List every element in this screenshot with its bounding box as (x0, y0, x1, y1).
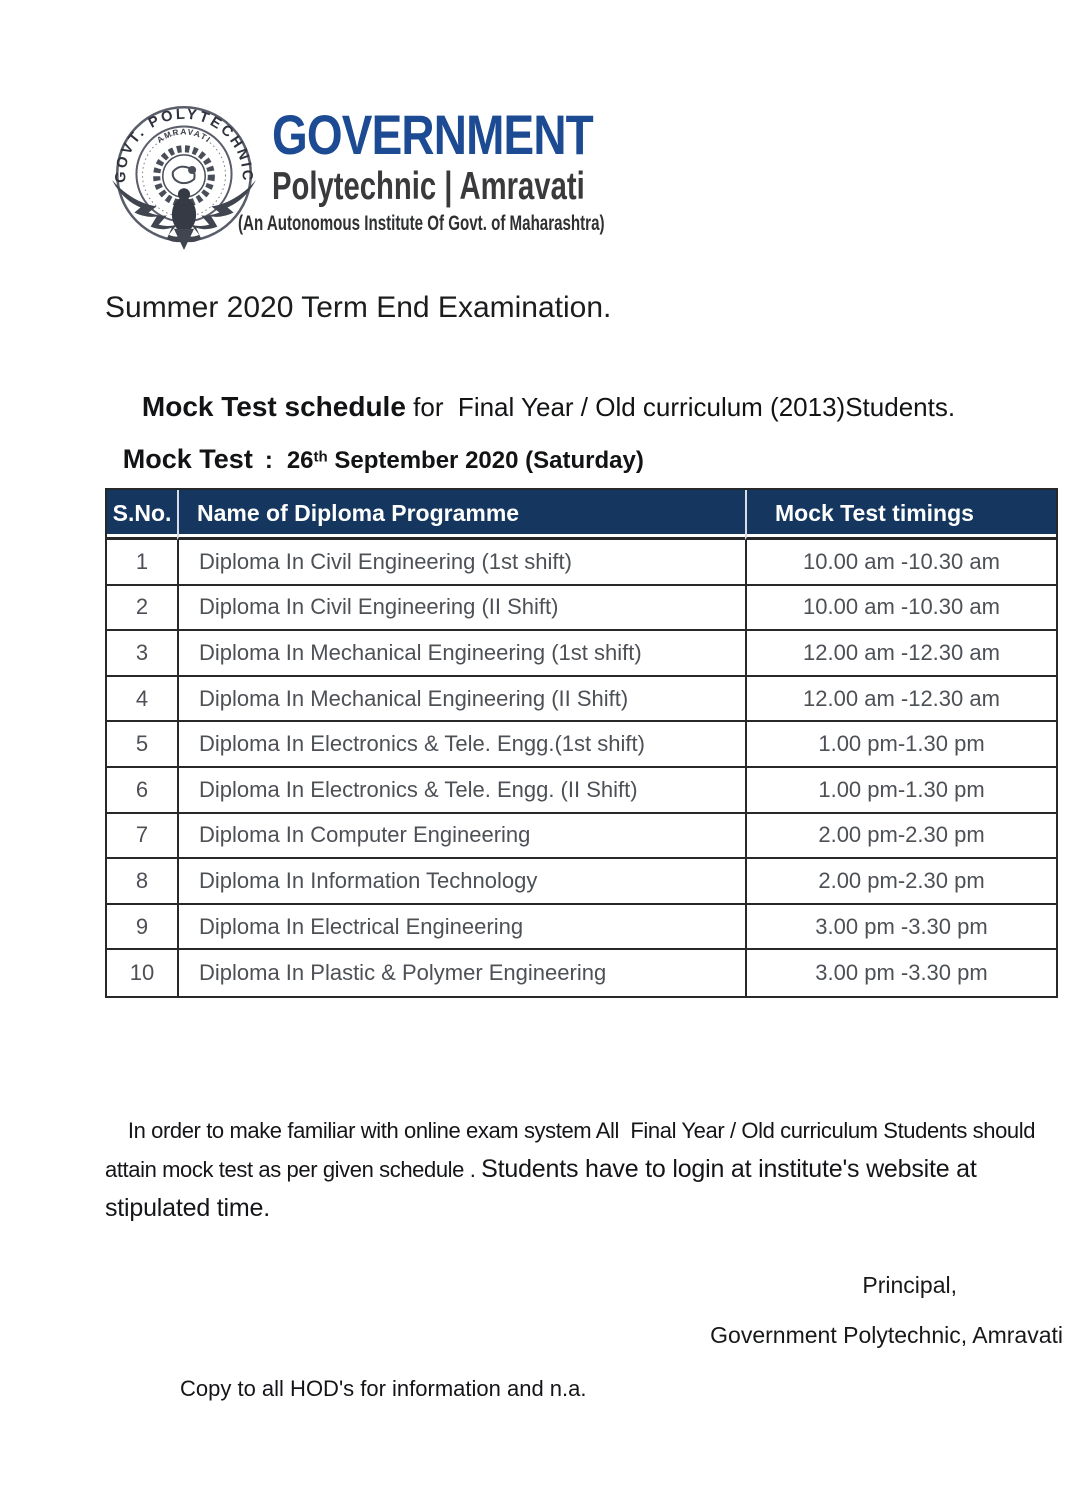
header-sno: S.No. (107, 490, 177, 540)
date-day: 26 (286, 447, 314, 474)
date-colon: : (264, 447, 273, 474)
timing-cell: 12.00 am -12.30 am (745, 631, 1056, 677)
timing-cell: 2.00 pm-2.30 pm (745, 859, 1056, 905)
sno-cell: 10 (107, 950, 177, 996)
org-name: GOVERNMENT (272, 103, 594, 166)
sno-cell: 4 (107, 676, 177, 723)
sno-cell: 9 (107, 904, 177, 951)
instructions-paragraph: In order to make familiar with online ex… (105, 1072, 1057, 1267)
programme-cell: Diploma In Mechanical Engineering (II Sh… (177, 676, 745, 723)
svg-text:GOVT. POLYTECHNIC: GOVT. POLYTECHNIC (113, 107, 255, 184)
header-timings: Mock Test timings (745, 490, 1056, 540)
copy-to-line: Copy to all HOD's for information and n.… (180, 1376, 587, 1401)
table-header-row: S.No. Name of Diploma Programme Mock Tes… (107, 490, 1056, 540)
table-row: 4 Diploma In Mechanical Engineering (II … (107, 676, 1056, 723)
date-label: Mock Test (122, 444, 253, 474)
sno-cell: 8 (107, 859, 177, 905)
programme-cell: Diploma In Civil Engineering (1st shift) (177, 540, 745, 586)
programme-cell: Diploma In Plastic & Polymer Engineering (177, 950, 745, 996)
timing-cell: 1.00 pm-1.30 pm (745, 767, 1056, 814)
programme-cell: Diploma In Electronics & Tele. Engg. (II… (177, 767, 745, 814)
sno-cell: 1 (107, 540, 177, 586)
signature-principal: Principal, (862, 1272, 957, 1298)
timing-cell: 2.00 pm-2.30 pm (745, 813, 1056, 860)
eagle-silhouette (112, 180, 256, 243)
table-row: 1 Diploma In Civil Engineering (1st shif… (107, 540, 1056, 586)
programme-cell: Diploma In Electronics & Tele. Engg.(1st… (177, 722, 745, 768)
document-title: Summer 2020 Term End Examination. (105, 291, 612, 324)
org-subname: Polytechnic | Amravati (272, 165, 585, 208)
document-subtitle: Mock Test schedule for Final Year / Old … (113, 360, 955, 454)
mock-test-schedule-table: S.No. Name of Diploma Programme Mock Tes… (105, 488, 1058, 998)
table-row: 5 Diploma In Electronics & Tele. Engg.(1… (107, 722, 1056, 768)
seal-top-text: GOVT. POLYTECHNIC (113, 107, 252, 184)
timing-cell: 10.00 am -10.30 am (745, 585, 1056, 632)
programme-cell: Diploma In Mechanical Engineering (1st s… (177, 631, 745, 677)
notes-part1: In order to make familiar with online ex… (105, 1118, 1041, 1182)
table-row: 9 Diploma In Electrical Engineering 3.00… (107, 904, 1056, 951)
sno-cell: 3 (107, 631, 177, 677)
table-row: 7 Diploma In Computer Engineering 2.00 p… (107, 813, 1056, 860)
schedule-table-body: 1 Diploma In Civil Engineering (1st shif… (107, 540, 1056, 996)
date-ordinal: th (313, 448, 328, 466)
subtitle-rest: for Final Year / Old curriculum (2013)St… (405, 392, 956, 422)
sno-cell: 2 (107, 585, 177, 632)
institute-seal-icon: GOVT. POLYTECHNIC AMRAVATI (112, 106, 256, 250)
table-row: 10 Diploma In Plastic & Polymer Engineer… (107, 950, 1056, 996)
signature-organization: Government Polytechnic, Amravati (710, 1322, 1063, 1348)
timing-cell: 3.00 pm -3.30 pm (745, 904, 1056, 951)
timing-cell: 3.00 pm -3.30 pm (745, 950, 1056, 996)
table-row: 8 Diploma In Information Technology 2.00… (107, 859, 1056, 905)
programme-cell: Diploma In Electrical Engineering (177, 904, 745, 951)
date-rest: September 2020 (Saturday) (327, 447, 644, 474)
org-tagline: (An Autonomous Institute Of Govt. of Mah… (238, 212, 605, 235)
sno-cell: 6 (107, 767, 177, 814)
programme-cell: Diploma In Civil Engineering (II Shift) (177, 585, 745, 632)
mock-test-date-line: Mock Test:26th September 2020 (Saturday) (105, 426, 644, 493)
programme-cell: Diploma In Information Technology (177, 859, 745, 905)
timing-cell: 1.00 pm-1.30 pm (745, 722, 1056, 768)
table-row: 2 Diploma In Civil Engineering (II Shift… (107, 585, 1056, 632)
subtitle-bold: Mock Test schedule (141, 391, 406, 422)
timing-cell: 10.00 am -10.30 am (745, 540, 1056, 586)
header-programme: Name of Diploma Programme (177, 490, 745, 540)
table-row: 3 Diploma In Mechanical Engineering (1st… (107, 631, 1056, 677)
table-row: 6 Diploma In Electronics & Tele. Engg. (… (107, 767, 1056, 814)
sno-cell: 7 (107, 813, 177, 860)
programme-cell: Diploma In Computer Engineering (177, 813, 745, 860)
notes-part2: Students have to login at institute's we… (105, 1155, 984, 1222)
sno-cell: 5 (107, 722, 177, 768)
timing-cell: 12.00 am -12.30 am (745, 676, 1056, 723)
